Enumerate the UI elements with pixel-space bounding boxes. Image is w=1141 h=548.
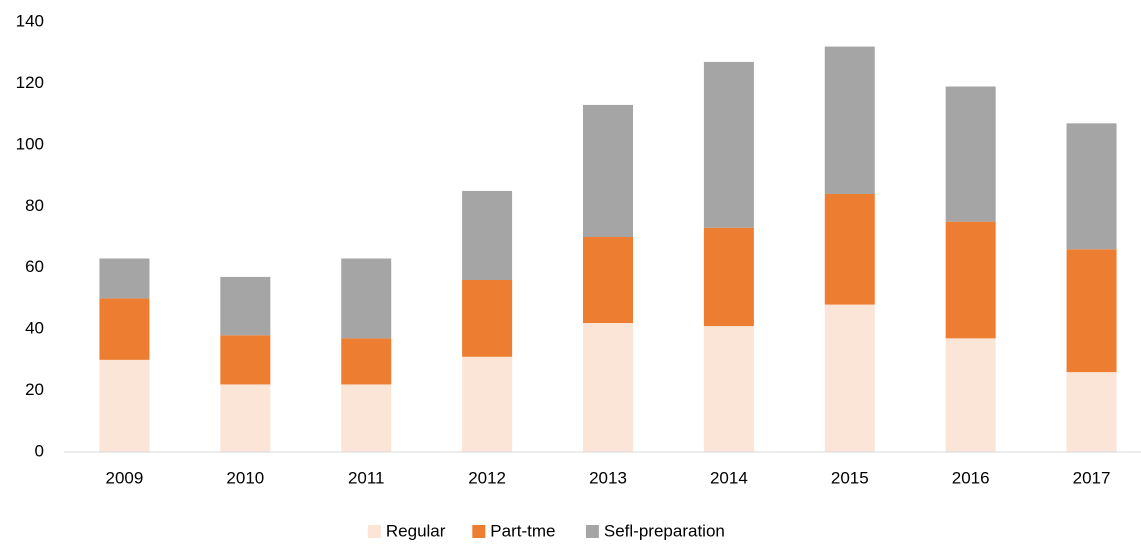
bar-segment [99, 359, 150, 452]
bar-segment [703, 227, 754, 327]
x-tick-label: 2014 [710, 468, 748, 487]
bar-segment [824, 46, 875, 195]
bar-segment [220, 276, 271, 336]
y-tick-label: 60 [25, 257, 44, 276]
y-tick-label: 40 [25, 319, 44, 338]
bar-segment [583, 104, 633, 237]
y-tick-label: 20 [25, 380, 44, 399]
legend-label: Sefl-preparation [604, 521, 725, 540]
legend-swatch [367, 525, 381, 538]
bar-segment [583, 237, 633, 323]
y-tick-label: 120 [16, 73, 44, 92]
bar-segment [220, 335, 271, 385]
bar-segment [341, 338, 392, 385]
bar-segment [703, 326, 754, 452]
x-tick-label: 2012 [468, 468, 506, 487]
x-tick-label: 2010 [226, 468, 264, 487]
bar-segment [99, 298, 150, 360]
bar-segment [462, 190, 513, 280]
bar-segment [583, 323, 633, 452]
bar-segment [220, 384, 271, 452]
bar-segment [824, 194, 875, 305]
x-tick-label: 2009 [106, 468, 144, 487]
bar-segment [1066, 123, 1117, 250]
bar-segment [703, 61, 754, 228]
x-tick-label: 2013 [589, 468, 627, 487]
y-tick-label: 100 [16, 134, 44, 153]
bar-segment [341, 384, 392, 452]
bar-segment [341, 258, 392, 339]
bar-segment [462, 280, 513, 357]
x-tick-label: 2017 [1073, 468, 1111, 487]
bar-segment [99, 258, 150, 299]
x-tick-label: 2011 [348, 468, 385, 487]
y-tick-label: 140 [16, 11, 44, 30]
y-tick-label: 0 [35, 441, 44, 460]
x-tick-label: 2015 [831, 468, 869, 487]
bar-segment [945, 221, 996, 339]
bar-segment [945, 338, 996, 452]
bar-segment [462, 356, 513, 452]
legend-label: Part-tme [490, 521, 555, 540]
bar-segment [945, 86, 996, 222]
legend-swatch [585, 525, 599, 538]
legend-swatch [472, 525, 486, 538]
y-tick-label: 80 [25, 196, 44, 215]
x-tick-label: 2016 [952, 468, 990, 487]
bar-segment [1066, 372, 1117, 452]
legend-label: Regular [386, 521, 446, 540]
bar-segment [1066, 249, 1117, 373]
bar-segment [824, 304, 875, 452]
